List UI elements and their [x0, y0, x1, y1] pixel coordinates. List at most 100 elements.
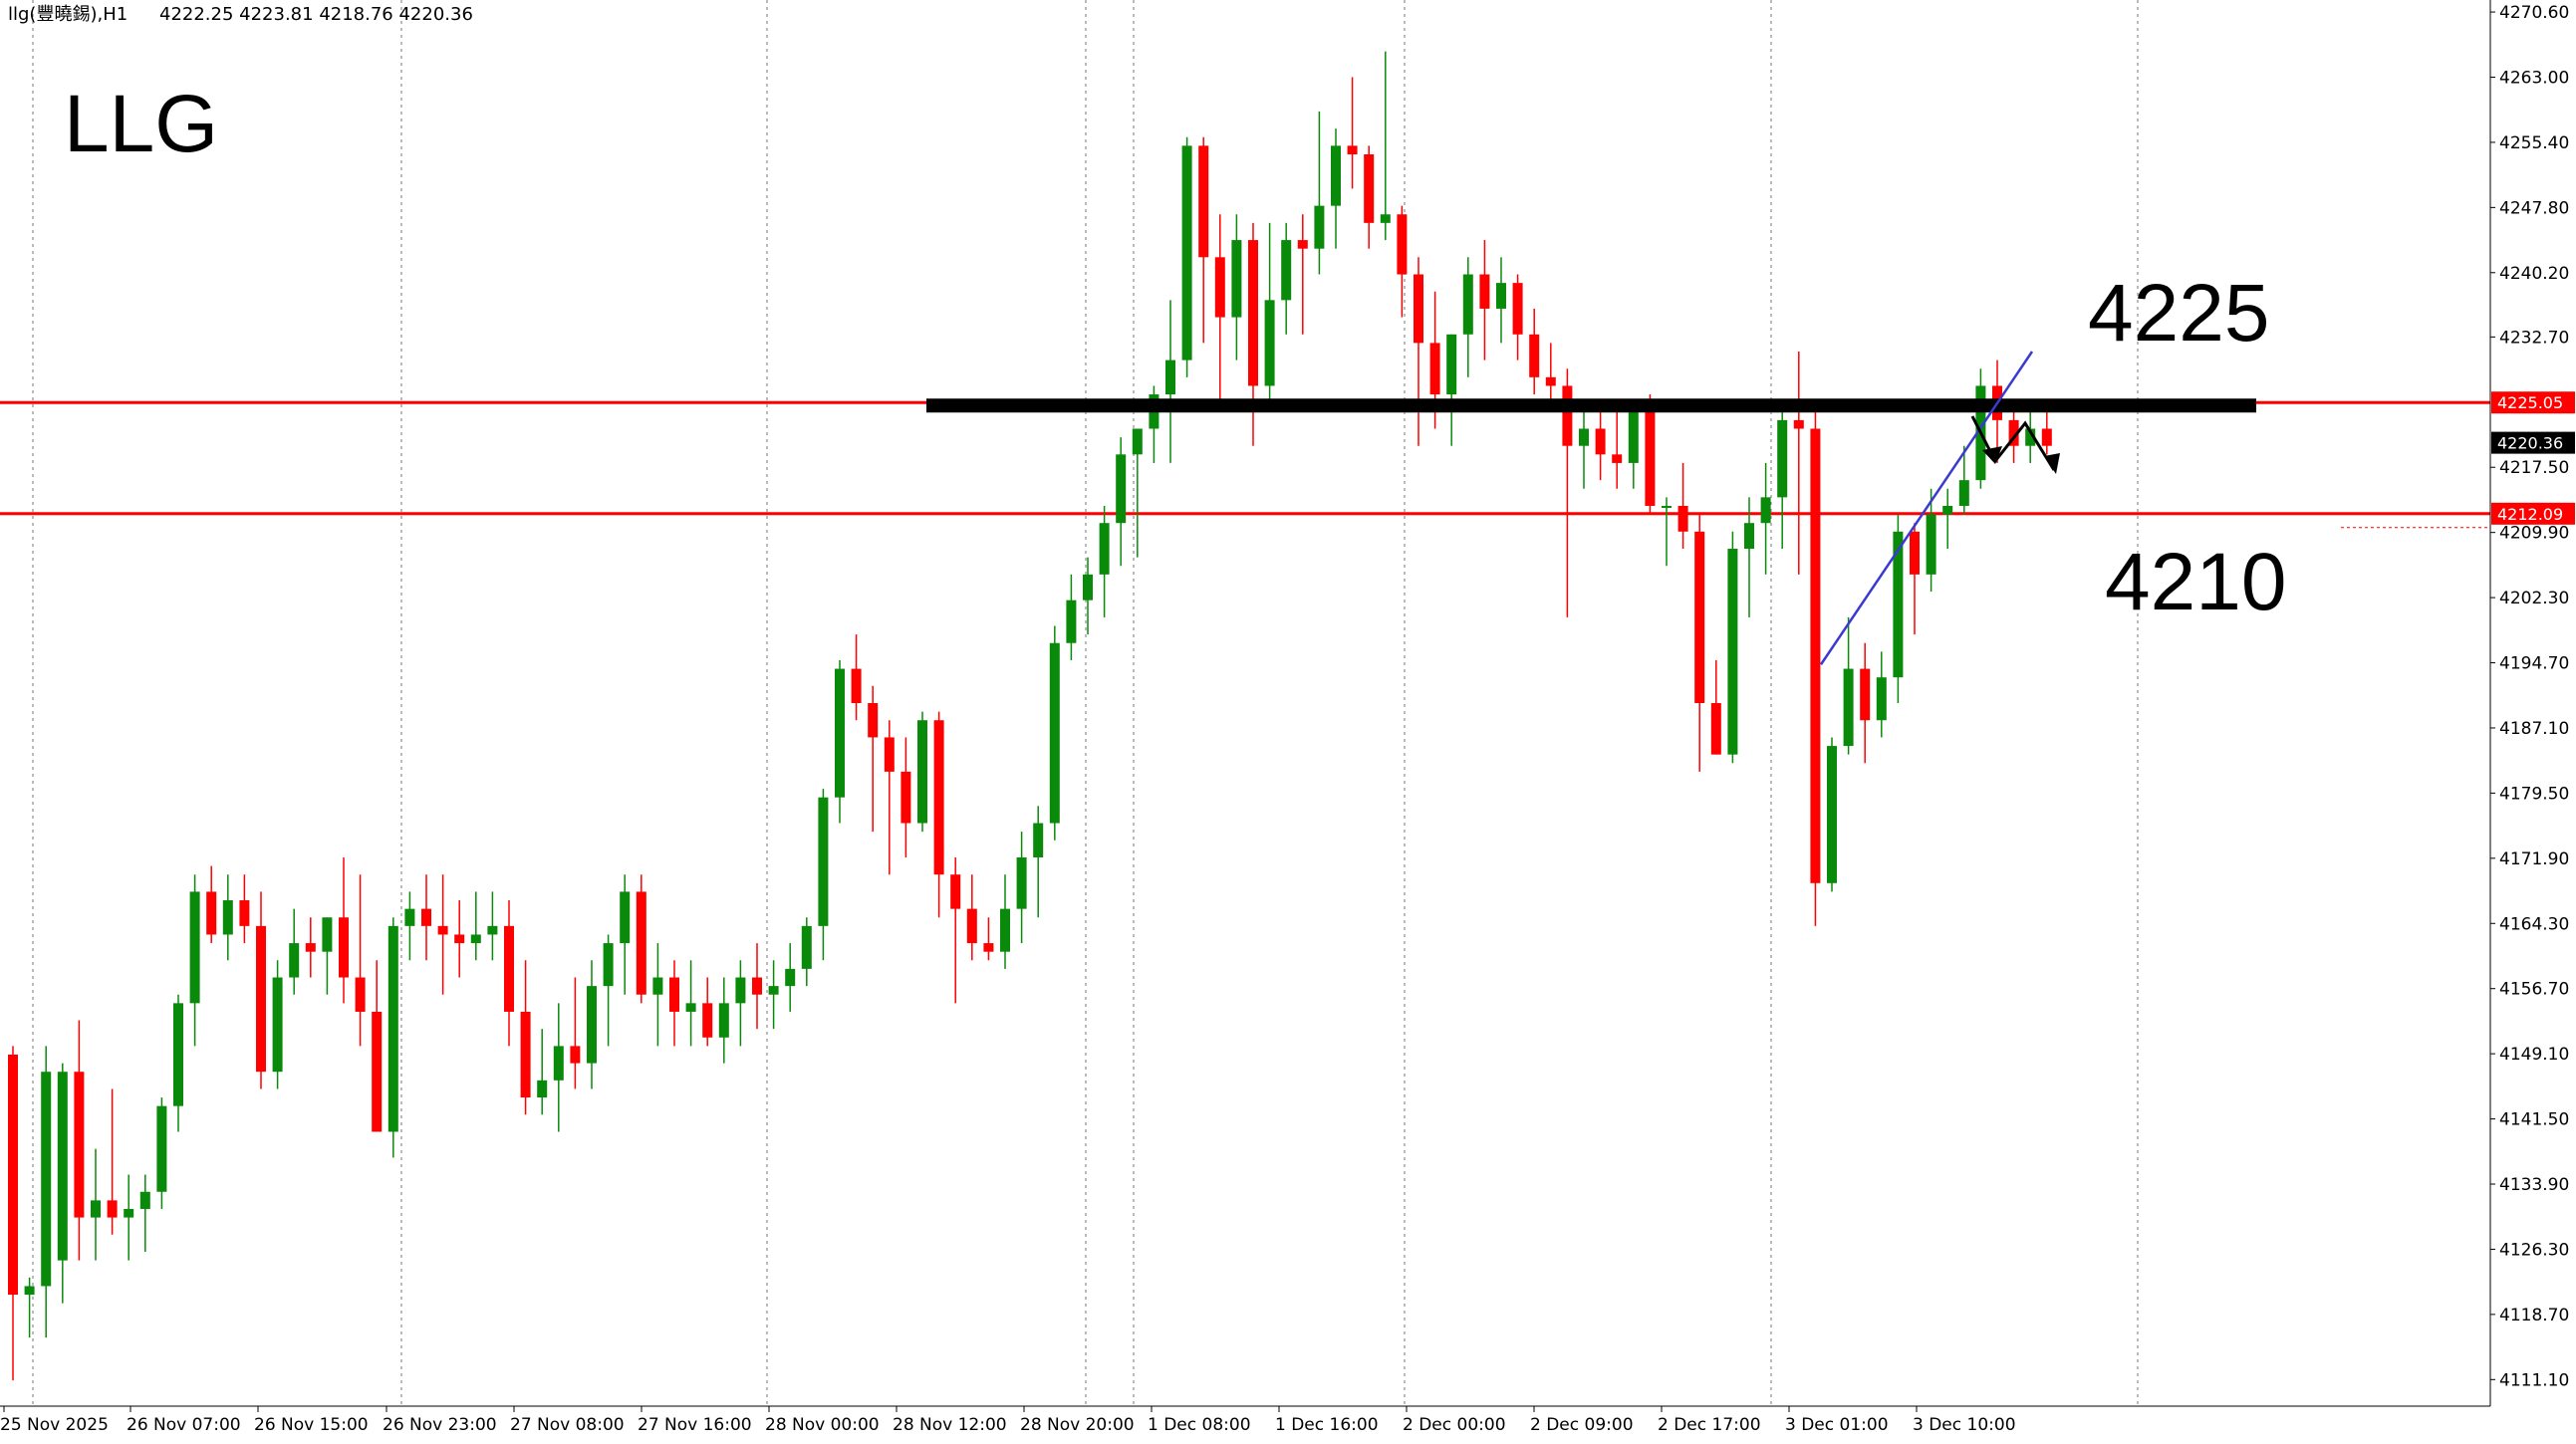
- candle-body: [2008, 419, 2019, 446]
- candle: [1214, 214, 1225, 403]
- price-tick-label: 4118.70: [2499, 1306, 2569, 1325]
- candle: [206, 865, 217, 944]
- candle: [603, 934, 614, 1047]
- candle-body: [91, 1200, 101, 1218]
- candle-body: [1562, 385, 1573, 446]
- candle: [305, 917, 316, 978]
- candle-body: [933, 720, 944, 875]
- candle-body: [1397, 214, 1408, 275]
- candle: [1694, 514, 1705, 772]
- candle: [1545, 343, 1556, 403]
- candle-body: [1793, 419, 1804, 429]
- candle: [1066, 574, 1077, 660]
- candle-body: [1016, 856, 1027, 909]
- candle-body: [1181, 145, 1192, 361]
- candle: [1000, 874, 1010, 969]
- candle-body: [437, 925, 448, 935]
- candle: [487, 891, 498, 961]
- candle-body: [1049, 642, 1060, 824]
- candle: [917, 711, 927, 833]
- trend-line: [1819, 351, 2034, 665]
- price-tick-label: 4240.20: [2499, 264, 2569, 284]
- time-tick-label: 3 Dec 10:00: [1913, 1415, 2016, 1435]
- candle-body: [1165, 360, 1175, 395]
- candle: [256, 891, 266, 1089]
- price-tag-label: 4225.05: [2497, 393, 2563, 412]
- candle-body: [537, 1080, 548, 1098]
- candle: [1595, 402, 1606, 481]
- price-tick-label: 4247.80: [2499, 198, 2569, 218]
- candle: [239, 874, 250, 944]
- candle-body: [1760, 497, 1771, 524]
- candle-body: [669, 977, 679, 1012]
- candle-body: [1198, 145, 1209, 258]
- candle-body: [785, 968, 796, 987]
- time-tick-label: 28 Nov 00:00: [765, 1415, 880, 1435]
- candle: [1727, 531, 1738, 764]
- candle-body: [768, 986, 779, 995]
- candle: [1893, 514, 1904, 703]
- candle-body: [1662, 505, 1672, 508]
- candle-body: [1364, 153, 1375, 223]
- candle: [1165, 300, 1175, 463]
- candle: [322, 917, 333, 995]
- candle-body: [470, 934, 481, 944]
- candle-body: [1677, 505, 1688, 532]
- candle-body: [702, 1003, 713, 1038]
- candle-body: [620, 891, 631, 944]
- candle: [884, 720, 895, 875]
- price-tick-label: 4156.70: [2499, 980, 2569, 1000]
- time-tick-label: 1 Dec 16:00: [1275, 1415, 1379, 1435]
- candle: [620, 874, 631, 995]
- candle-body: [1248, 240, 1258, 386]
- candle-body: [1645, 411, 1656, 506]
- candle: [2008, 402, 2019, 463]
- candle: [470, 891, 481, 961]
- candle-body: [603, 943, 614, 987]
- candle-body: [1595, 428, 1606, 455]
- candle: [1662, 497, 1672, 567]
- candle: [685, 960, 696, 1047]
- candle-body: [1099, 523, 1110, 575]
- candle-body: [818, 797, 829, 926]
- candle: [1777, 411, 1788, 550]
- candle: [1942, 488, 1953, 550]
- time-tick-label: 26 Nov 07:00: [127, 1415, 241, 1435]
- candle: [752, 943, 762, 1030]
- candle: [669, 960, 679, 1047]
- candle: [1231, 214, 1242, 361]
- candle-body: [718, 1003, 729, 1038]
- candle: [1264, 222, 1275, 403]
- candle-body: [256, 925, 266, 1073]
- candle-body: [884, 737, 895, 772]
- candle: [272, 960, 283, 1089]
- candle-body: [835, 668, 845, 798]
- time-tick-label: 27 Nov 16:00: [638, 1415, 752, 1435]
- candle-body: [966, 908, 977, 944]
- candle: [1331, 128, 1341, 249]
- candle: [1793, 352, 1804, 575]
- candle: [387, 917, 398, 1158]
- candle-body: [454, 934, 465, 944]
- candle: [1016, 832, 1027, 944]
- price-tick-label: 4126.30: [2499, 1240, 2569, 1260]
- candle-body: [339, 917, 349, 978]
- candle: [1462, 257, 1473, 377]
- candle-body: [1694, 531, 1705, 703]
- candle-body: [206, 891, 217, 935]
- candle-body: [1910, 531, 1920, 575]
- candle-body: [1496, 283, 1506, 309]
- candle-body: [652, 977, 663, 995]
- price-tick-label: 4141.50: [2499, 1110, 2569, 1130]
- candle: [835, 659, 845, 824]
- price-tick-label: 4217.50: [2499, 458, 2569, 478]
- candle: [1397, 205, 1408, 318]
- candle-body: [239, 900, 250, 926]
- candle: [1364, 145, 1375, 249]
- time-tick-label: 25 Nov 2025: [0, 1415, 109, 1435]
- time-tick-label: 1 Dec 08:00: [1148, 1415, 1251, 1435]
- candle-body: [1414, 274, 1423, 344]
- candle-body: [222, 900, 233, 935]
